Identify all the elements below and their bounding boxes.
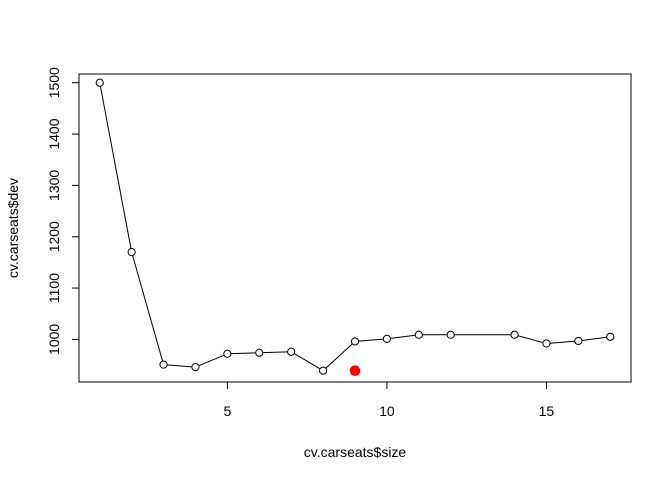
series-line-segment <box>198 354 225 367</box>
y-tick-label: 1300 <box>46 170 62 201</box>
series-line-segment <box>294 353 321 370</box>
data-point <box>223 349 232 358</box>
series-line-segment <box>390 334 416 339</box>
y-tick-label: 1400 <box>46 118 62 149</box>
y-axis: 1000 1100 1200 1300 1400 1500 <box>46 67 80 355</box>
data-point <box>446 330 455 339</box>
y-tick-label: 1200 <box>46 221 62 252</box>
highlight-point <box>349 365 361 377</box>
data-point <box>287 347 296 356</box>
y-tick-label: 1500 <box>46 67 62 98</box>
x-tick-label: 5 <box>223 403 231 419</box>
data-point <box>350 337 360 346</box>
data-point <box>127 248 136 257</box>
x-tick-label: 10 <box>379 403 395 419</box>
data-point <box>159 360 168 369</box>
x-axis-label: cv.carseats$size <box>304 444 407 460</box>
series-layer <box>95 78 615 377</box>
data-point <box>414 330 423 339</box>
series-line-segment <box>517 335 544 344</box>
data-point <box>510 330 519 339</box>
series-line-segment <box>549 340 575 344</box>
data-point <box>318 366 328 375</box>
series-line-segment <box>230 352 256 355</box>
series-line-segment <box>262 351 288 354</box>
data-point <box>542 339 551 348</box>
data-point <box>95 78 104 87</box>
series-line-segment <box>325 343 353 369</box>
plot-box <box>78 73 632 383</box>
y-axis-label: cv.carseats$dev <box>5 178 21 278</box>
data-point <box>382 334 392 343</box>
y-tick-label: 1000 <box>46 324 62 355</box>
data-point <box>574 336 583 346</box>
series-line-segment <box>132 255 164 362</box>
series-line-segment <box>358 338 384 342</box>
y-tick-label: 1100 <box>46 273 62 303</box>
data-point <box>255 348 264 357</box>
series-line-segment <box>99 86 132 249</box>
data-point <box>191 363 200 372</box>
x-axis: 5 10 15 <box>223 381 555 419</box>
series-line-segment <box>581 336 607 341</box>
series-line-segment <box>167 364 192 368</box>
data-point <box>606 332 615 341</box>
x-tick-label: 15 <box>539 403 555 419</box>
